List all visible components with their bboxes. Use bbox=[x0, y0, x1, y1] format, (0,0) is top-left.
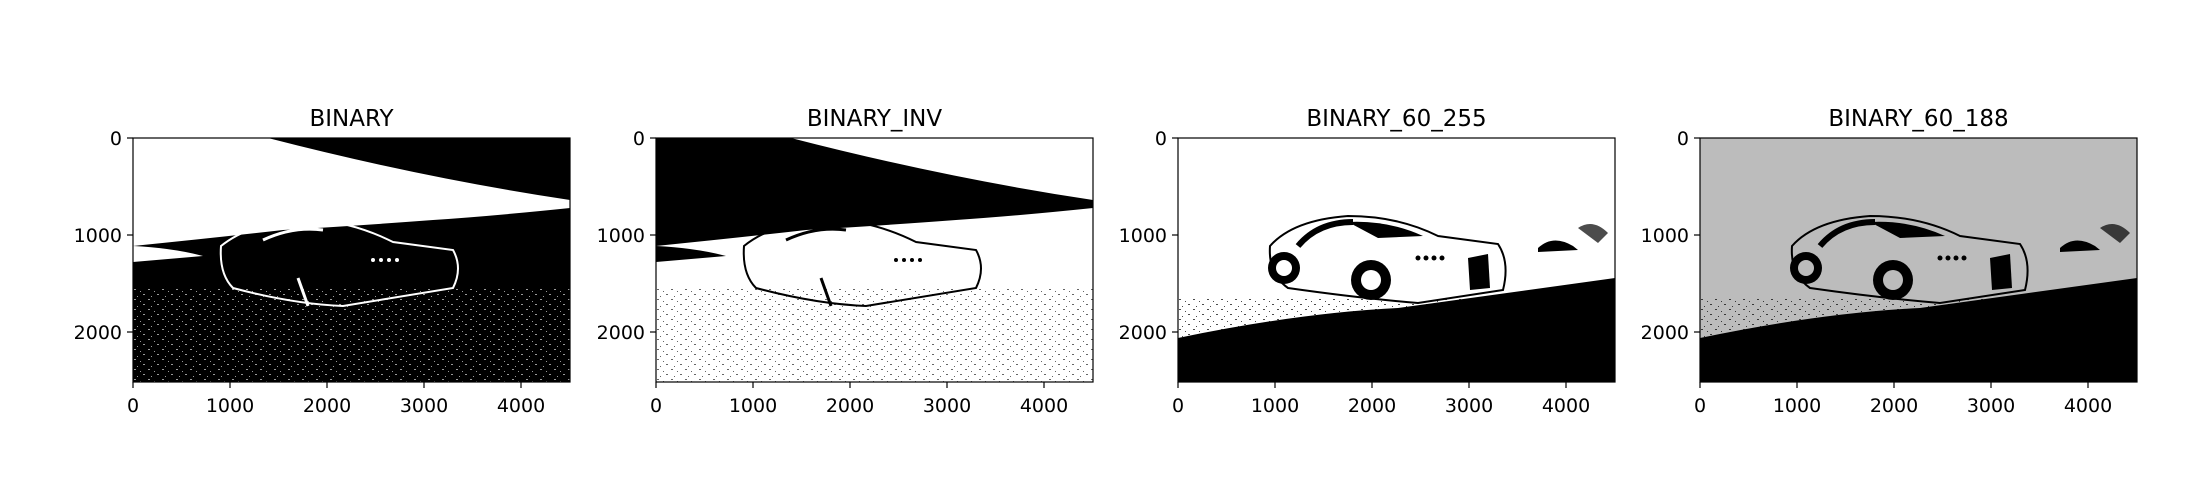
x-tick-label: 3000 bbox=[1967, 395, 2015, 417]
panel-binary-60-255 bbox=[1177, 137, 1616, 383]
axes-binary-inv bbox=[650, 137, 1045, 388]
y-tick-label: 2000 bbox=[597, 322, 645, 344]
axes-binary bbox=[127, 137, 522, 388]
y-tick-label: 1000 bbox=[1119, 225, 1167, 247]
panel-binary-60-188 bbox=[1699, 137, 2138, 383]
x-tick-label: 0 bbox=[127, 395, 139, 417]
panel-image-binary-60-255 bbox=[1178, 138, 1615, 382]
panel-image-binary-60-188 bbox=[1700, 138, 2137, 382]
y-tick-label: 0 bbox=[633, 128, 645, 150]
x-tick-label: 0 bbox=[1694, 395, 1706, 417]
x-tick-label: 1000 bbox=[1773, 395, 1821, 417]
panel-binary-inv bbox=[655, 137, 1094, 383]
y-tick-label: 1000 bbox=[74, 225, 122, 247]
panel-image-binary bbox=[133, 138, 570, 382]
x-tick-label: 0 bbox=[1172, 395, 1184, 417]
x-tick-label: 4000 bbox=[1020, 395, 1068, 417]
axes-binary-60-188 bbox=[1694, 137, 2089, 388]
panel-image-binary-inv bbox=[656, 138, 1093, 382]
y-tick-label: 2000 bbox=[1119, 322, 1167, 344]
x-tick-label: 1000 bbox=[1251, 395, 1299, 417]
x-tick-label: 4000 bbox=[497, 395, 545, 417]
y-tick-label: 2000 bbox=[74, 322, 122, 344]
y-tick-label: 1000 bbox=[597, 225, 645, 247]
x-tick-label: 3000 bbox=[923, 395, 971, 417]
x-tick-label: 0 bbox=[650, 395, 662, 417]
x-tick-label: 3000 bbox=[1445, 395, 1493, 417]
panel-title: BINARY_60_188 bbox=[1828, 106, 2008, 132]
y-tick-label: 2000 bbox=[1641, 322, 1689, 344]
x-tick-label: 4000 bbox=[1542, 395, 1590, 417]
x-tick-label: 3000 bbox=[400, 395, 448, 417]
x-tick-label: 1000 bbox=[206, 395, 254, 417]
y-tick-label: 0 bbox=[1155, 128, 1167, 150]
y-tick-label: 0 bbox=[110, 128, 122, 150]
x-tick-label: 2000 bbox=[303, 395, 351, 417]
x-tick-label: 4000 bbox=[2064, 395, 2112, 417]
x-tick-label: 2000 bbox=[1348, 395, 1396, 417]
panel-binary bbox=[132, 137, 571, 383]
panel-title: BINARY_INV bbox=[807, 106, 943, 132]
panel-title: BINARY bbox=[309, 106, 394, 132]
y-tick-label: 1000 bbox=[1641, 225, 1689, 247]
x-tick-label: 2000 bbox=[826, 395, 874, 417]
x-tick-label: 2000 bbox=[1870, 395, 1918, 417]
axes-binary-60-255 bbox=[1172, 137, 1567, 388]
y-tick-label: 0 bbox=[1677, 128, 1689, 150]
panel-title: BINARY_60_255 bbox=[1306, 106, 1486, 132]
x-tick-label: 1000 bbox=[729, 395, 777, 417]
